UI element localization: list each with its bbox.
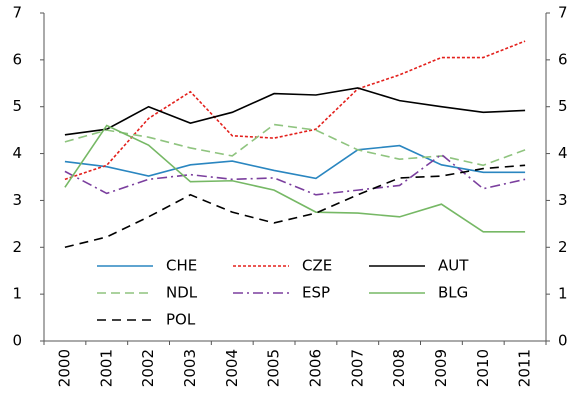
series-line xyxy=(64,87,526,136)
series-line xyxy=(64,153,526,196)
legend-label: AUT xyxy=(438,257,469,275)
y2-tick-label: 4 xyxy=(558,144,568,162)
x-tick-label: 2011 xyxy=(516,349,534,387)
legend-label: POL xyxy=(166,311,196,329)
legend-label: ESP xyxy=(302,284,330,302)
y2-tick-label: 6 xyxy=(558,50,568,68)
y-tick-label: 3 xyxy=(12,191,22,209)
series-line xyxy=(64,40,526,181)
y2-tick-label: 3 xyxy=(558,191,568,209)
x-tick-label: 2008 xyxy=(390,349,408,387)
x-tick-label: 2006 xyxy=(306,349,324,387)
x-tick-label: 2004 xyxy=(223,349,241,387)
series-line xyxy=(64,164,526,249)
y2-tick-label: 2 xyxy=(558,238,568,256)
y-tick-label: 4 xyxy=(12,144,22,162)
y2-tick-label: 1 xyxy=(558,285,568,303)
legend-label: NDL xyxy=(166,284,198,302)
legend-label: CZE xyxy=(302,257,332,275)
y2-tick-label: 5 xyxy=(558,97,568,115)
x-tick-label: 2002 xyxy=(139,349,157,387)
y-tick-label: 0 xyxy=(12,332,22,350)
x-tick-label: 2005 xyxy=(265,349,283,387)
series-line xyxy=(64,124,526,233)
y-tick-label: 6 xyxy=(12,50,22,68)
legend-label: BLG xyxy=(438,284,468,302)
y-tick-label: 2 xyxy=(12,238,22,256)
y-tick-label: 5 xyxy=(12,97,22,115)
x-tick-label: 2000 xyxy=(55,349,73,387)
legend-label: CHE xyxy=(166,257,197,275)
x-tick-label: 2003 xyxy=(181,349,199,387)
x-tick-label: 2010 xyxy=(474,349,492,387)
x-tick-label: 2007 xyxy=(348,349,366,387)
y2-tick-label: 7 xyxy=(558,4,568,22)
series-line xyxy=(64,144,526,180)
y2-tick-label: 0 xyxy=(558,332,568,350)
series-line xyxy=(64,123,526,167)
y-tick-label: 1 xyxy=(12,285,22,303)
y-tick-label: 7 xyxy=(12,4,22,22)
x-tick-label: 2001 xyxy=(97,349,115,387)
x-tick-label: 2009 xyxy=(432,349,450,387)
